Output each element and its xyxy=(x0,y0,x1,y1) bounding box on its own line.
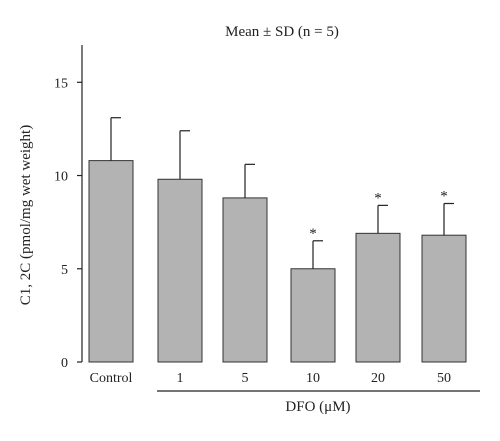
x-axis-label: DFO (μM) xyxy=(285,399,350,415)
x-tick-label: 1 xyxy=(177,371,184,386)
x-tick-label: 5 xyxy=(242,371,249,386)
y-tick-label: 15 xyxy=(54,76,68,91)
significance-marker: * xyxy=(374,190,382,206)
x-tick-label: Control xyxy=(90,371,133,386)
bars-group: Control 1 5 * 10 * 20 * 50 xyxy=(88,117,467,386)
bar xyxy=(421,234,467,363)
bar xyxy=(355,232,401,363)
y-tick-label: 5 xyxy=(61,263,68,278)
y-axis-label: C1, 2C (pmol/mg wet weight) xyxy=(18,125,34,305)
significance-marker: * xyxy=(440,189,448,205)
x-tick-label: 50 xyxy=(437,371,451,386)
x-tick-label: 10 xyxy=(306,371,320,386)
x-tick-label: 20 xyxy=(371,371,385,386)
significance-marker: * xyxy=(309,226,317,242)
bar xyxy=(222,197,268,363)
bar xyxy=(157,178,203,363)
y-tick-label: 0 xyxy=(61,356,68,371)
y-tick-label: 10 xyxy=(54,170,68,185)
chart-title: Mean ± SD (n = 5) xyxy=(225,24,339,40)
bar xyxy=(88,160,134,363)
bar xyxy=(290,268,336,363)
